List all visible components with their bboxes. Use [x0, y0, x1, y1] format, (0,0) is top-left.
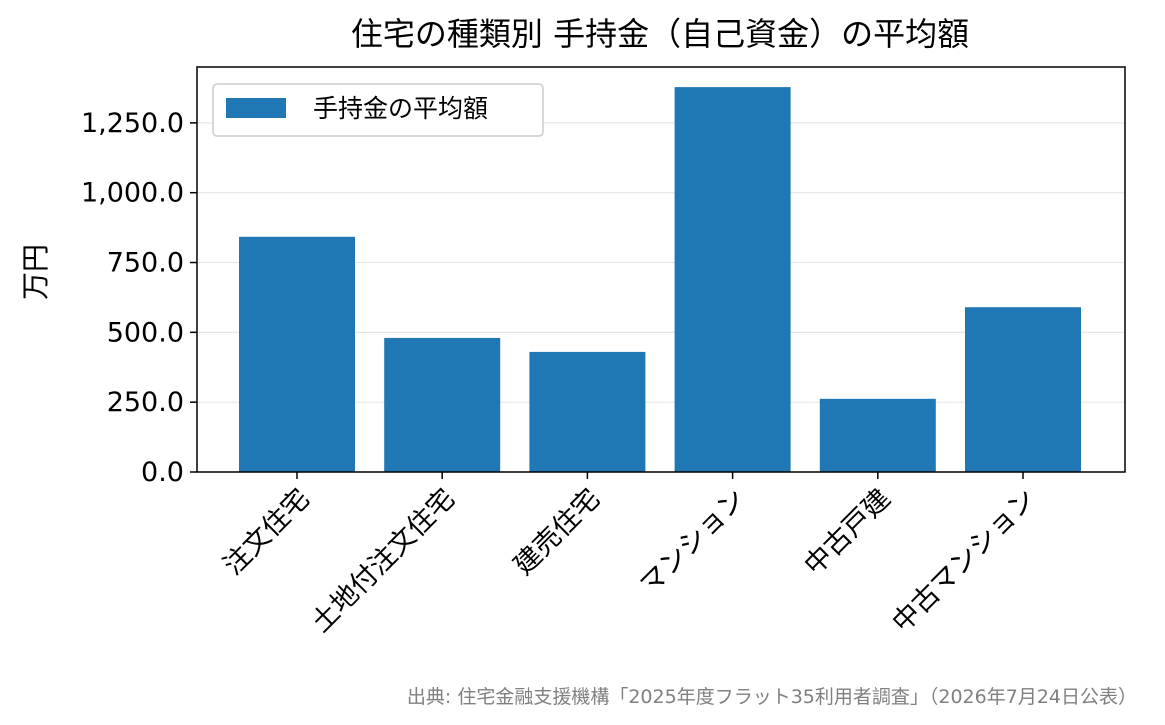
legend-swatch [226, 98, 286, 118]
x-tick-label: 中古戸建 [798, 483, 896, 581]
x-tick-label: 中古マンション [886, 483, 1042, 639]
y-tick-label: 250.0 [107, 387, 184, 418]
y-tick-label: 500.0 [107, 317, 184, 348]
y-axis-ticks: 0.0 250.0 500.0 750.0 1,000.0 1,250.0 [81, 108, 197, 488]
bar [674, 87, 791, 472]
y-tick-label: 0.0 [141, 457, 184, 488]
chart-title: 住宅の種類別 手持金（自己資金）の平均額 [351, 15, 969, 53]
legend-box [212, 83, 544, 137]
bar [819, 398, 936, 472]
x-tick-label: マンション [634, 483, 751, 600]
x-tick-label: 建売住宅 [508, 483, 606, 581]
bar [239, 236, 355, 472]
y-tick-label: 750.0 [107, 248, 184, 279]
bars [239, 87, 1081, 472]
bar [384, 337, 501, 472]
legend-label: 手持金の平均額 [313, 94, 488, 123]
x-tick-label: 土地付注文住宅 [306, 483, 462, 639]
x-tick-label: 注文住宅 [218, 483, 316, 581]
source-note: 出典: 住宅金融支援機構「2025年度フラット35利用者調査」（2026年7月2… [407, 686, 1137, 708]
y-axis-label: 万円 [19, 244, 52, 300]
y-tick-label: 1,000.0 [81, 178, 184, 209]
y-tick-label: 1,250.0 [81, 108, 184, 139]
bar [529, 351, 646, 472]
bar [965, 307, 1081, 472]
plot-frame [196, 66, 1126, 473]
legend: 手持金の平均額 [212, 83, 544, 137]
